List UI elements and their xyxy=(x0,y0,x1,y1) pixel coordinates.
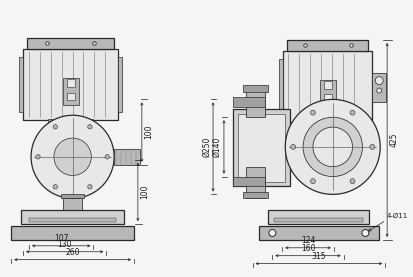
Text: 4-Ø11: 4-Ø11 xyxy=(386,213,407,219)
Circle shape xyxy=(88,184,92,189)
Bar xyxy=(19,57,23,112)
Bar xyxy=(48,128,93,132)
Bar xyxy=(29,218,116,222)
Circle shape xyxy=(88,125,92,129)
Bar xyxy=(245,86,265,117)
Circle shape xyxy=(53,125,57,129)
Circle shape xyxy=(310,110,315,115)
Circle shape xyxy=(349,179,354,184)
Bar xyxy=(62,198,82,212)
Bar xyxy=(56,119,85,132)
Bar xyxy=(274,218,363,222)
Bar xyxy=(319,80,335,107)
Bar xyxy=(245,167,265,198)
Bar xyxy=(287,40,368,51)
Bar xyxy=(27,38,114,49)
Bar xyxy=(323,81,331,89)
Bar xyxy=(302,121,351,125)
Bar xyxy=(232,109,290,186)
Bar xyxy=(11,226,133,240)
Bar xyxy=(62,78,78,105)
Text: 100: 100 xyxy=(140,185,149,199)
Circle shape xyxy=(290,144,295,149)
Bar xyxy=(306,122,348,134)
Bar xyxy=(323,94,331,102)
Bar xyxy=(237,114,285,181)
Circle shape xyxy=(361,230,368,237)
Bar xyxy=(268,210,368,224)
Text: 315: 315 xyxy=(311,252,325,261)
Bar xyxy=(48,119,93,123)
Bar xyxy=(302,131,351,134)
Circle shape xyxy=(349,110,354,115)
Text: 160: 160 xyxy=(300,244,314,253)
Text: Ø140: Ø140 xyxy=(212,137,221,157)
Bar xyxy=(232,176,265,186)
Circle shape xyxy=(268,230,275,237)
Text: 260: 260 xyxy=(65,248,80,257)
Text: 130: 130 xyxy=(57,240,72,249)
Bar xyxy=(66,93,74,101)
Bar xyxy=(21,210,124,224)
Text: 425: 425 xyxy=(389,133,398,147)
Circle shape xyxy=(376,88,381,93)
Bar xyxy=(258,226,378,240)
Circle shape xyxy=(54,138,91,176)
Circle shape xyxy=(285,99,379,194)
Bar xyxy=(114,149,140,165)
Bar xyxy=(23,49,118,120)
Bar xyxy=(232,98,265,107)
Circle shape xyxy=(374,77,382,84)
Text: Ø250: Ø250 xyxy=(202,137,211,157)
Bar xyxy=(118,57,122,112)
Bar xyxy=(297,132,358,146)
Circle shape xyxy=(312,127,351,167)
Bar xyxy=(279,59,282,114)
Bar xyxy=(282,51,371,122)
Circle shape xyxy=(369,144,374,149)
Bar xyxy=(242,84,268,91)
Circle shape xyxy=(310,179,315,184)
Bar xyxy=(61,194,84,198)
Bar xyxy=(371,73,385,102)
Circle shape xyxy=(31,115,114,198)
Text: 107: 107 xyxy=(54,234,68,243)
Circle shape xyxy=(36,155,40,159)
Circle shape xyxy=(302,117,361,176)
Bar xyxy=(66,79,74,87)
Circle shape xyxy=(105,155,109,159)
Text: 100: 100 xyxy=(144,125,153,139)
Bar xyxy=(242,193,268,198)
Circle shape xyxy=(53,184,57,189)
Text: 124: 124 xyxy=(300,236,314,245)
